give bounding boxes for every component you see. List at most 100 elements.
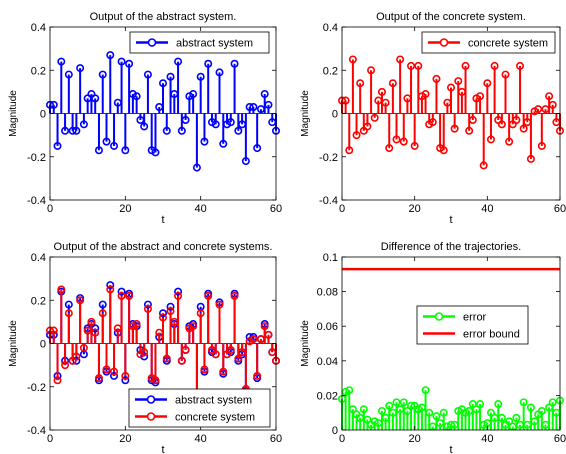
legend-swatch-marker — [439, 38, 449, 47]
stem-marker — [61, 361, 70, 370]
stem-marker — [505, 417, 514, 426]
stem-marker — [177, 126, 186, 135]
x-tick-label: 0 — [339, 433, 345, 445]
stem-marker — [476, 400, 485, 409]
stem-marker — [91, 94, 100, 103]
stem-marker — [432, 74, 441, 83]
stem-marker — [377, 406, 386, 415]
stem-marker — [140, 348, 149, 357]
stem-marker — [446, 83, 455, 92]
legend-box — [421, 31, 556, 54]
stem-marker — [385, 144, 394, 153]
stem-marker — [196, 72, 205, 81]
stem-marker — [106, 281, 115, 290]
y-tick-label: 0 — [332, 425, 338, 437]
stem-marker — [102, 137, 111, 146]
stem-marker — [264, 100, 273, 109]
stem-marker — [388, 79, 397, 88]
y-axis-label: Magnitude — [300, 320, 311, 367]
y-tick-label: -0.4 — [27, 425, 46, 437]
chart-title: Output of the concrete system. — [376, 11, 526, 23]
stem-marker — [121, 371, 130, 380]
y-tick-label: 0.4 — [323, 22, 338, 34]
stem-marker — [363, 415, 372, 424]
y-tick-label: 0.4 — [31, 252, 46, 264]
stem-marker — [166, 72, 175, 81]
stem-marker — [91, 328, 100, 337]
x-tick-label: 20 — [409, 203, 421, 215]
y-tick-label: -0.2 — [319, 152, 338, 164]
stem-marker — [162, 126, 171, 135]
stem-marker — [219, 367, 228, 376]
x-tick-label: 60 — [554, 203, 566, 215]
y-tick-label: -0.2 — [27, 152, 46, 164]
stem-marker — [253, 144, 262, 153]
series-abstract-system — [45, 51, 280, 172]
legend-entry: concrete system — [175, 412, 255, 424]
stem-marker — [110, 371, 119, 380]
stem-marker — [162, 354, 171, 363]
stem-marker — [352, 131, 361, 140]
stem-marker — [253, 371, 262, 380]
stem-marker — [174, 57, 183, 66]
y-tick-label: 0.04 — [317, 356, 338, 368]
x-tick-label: 40 — [195, 433, 207, 445]
stem-marker — [230, 291, 239, 300]
stem-marker — [486, 135, 495, 144]
x-axis-label: t — [161, 214, 164, 226]
stem-marker — [117, 287, 126, 296]
chart-panel-4: 0 20 40 60 0 0.02 0.04 0.06 0.08 0.1 Difference of… — [300, 241, 566, 454]
legend-entry: error — [463, 312, 487, 324]
legend-entry: abstract system — [175, 395, 252, 407]
x-tick-label: 0 — [339, 203, 345, 215]
stem-marker — [215, 68, 224, 77]
stem-marker — [174, 287, 183, 296]
stem-marker — [64, 309, 73, 318]
stem-marker — [196, 309, 205, 318]
stem-marker — [106, 51, 115, 60]
x-axis-label: t — [449, 214, 452, 226]
stem-marker — [501, 70, 510, 79]
stem-marker — [49, 100, 58, 109]
x-axis-label: t — [161, 444, 164, 454]
axes-frame — [341, 256, 561, 431]
stem-marker — [548, 398, 557, 407]
stem-marker — [215, 300, 224, 309]
stem-marker — [226, 118, 235, 127]
stem-marker — [132, 320, 141, 329]
stem-marker — [348, 405, 357, 414]
y-tick-label: -0.2 — [27, 382, 46, 394]
stem-marker — [348, 55, 357, 64]
stem-marker — [505, 137, 514, 146]
stem-marker — [260, 90, 269, 99]
stem-marker — [421, 386, 430, 395]
stem-marker — [98, 70, 107, 79]
y-tick-label: 0.2 — [31, 295, 46, 307]
stem-marker — [110, 367, 119, 376]
stem-marker — [494, 400, 503, 409]
stem-marker — [450, 124, 459, 133]
stem-marker — [461, 61, 470, 70]
y-tick-label: -0.4 — [319, 195, 338, 207]
stem-marker — [519, 124, 528, 133]
stem-marker — [545, 92, 554, 101]
stem-marker — [159, 313, 168, 322]
stem-marker — [526, 154, 535, 163]
stem-marker — [132, 92, 141, 101]
x-tick-label: 20 — [409, 433, 421, 445]
stem-marker — [166, 307, 175, 316]
stem-marker — [72, 126, 81, 135]
stem-marker — [76, 296, 85, 305]
stem-marker — [421, 90, 430, 99]
stem-marker — [140, 122, 149, 131]
stem-marker — [189, 322, 198, 331]
stem-marker — [102, 365, 111, 374]
stem-marker — [151, 148, 160, 157]
legend-entry: abstract system — [176, 38, 253, 50]
chart-panel-3: 0 20 40 60 -0.4 -0.2 0 0.2 0.4 Output of the abst… — [8, 241, 282, 454]
stem-marker — [49, 326, 58, 335]
stem-marker — [117, 57, 126, 66]
stem-marker — [94, 374, 103, 383]
stem-marker — [468, 115, 477, 124]
